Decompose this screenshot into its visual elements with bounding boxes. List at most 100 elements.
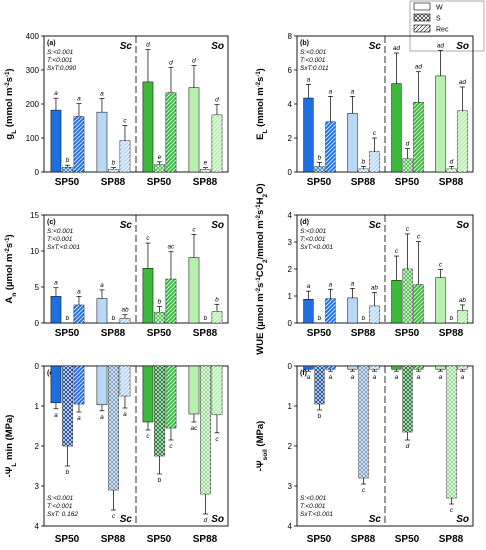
bar-rec-sp88-sc-pattern [369,305,380,323]
significance-letter: ad [459,79,467,86]
category-label: SP88 [439,177,464,188]
y-tick-label: 200 [26,100,40,109]
significance-letter: b [66,315,70,322]
significance-letter: d [169,59,173,66]
category-label: SP88 [193,534,218,545]
bar-s-sp88-sc-pattern [358,168,369,172]
bar-w-sp50-so [391,280,402,324]
significance-letter: c [215,436,219,443]
significance-letter: a [307,283,311,290]
significance-letter: c [439,262,443,269]
stats-text: S:<0.001 [47,49,74,56]
region-label-sc: Sc [369,514,382,525]
legend-swatch-pattern [414,14,430,21]
stats-text: SxT:<0.001 [300,511,333,518]
legend-swatch-pattern [414,25,430,32]
bar-w-sp88-sc [347,113,358,173]
significance-letter: b [450,315,454,322]
bar-w-sp88-so [435,75,446,173]
stats-text: SxT:0.011 [300,65,329,72]
bar-w-sp50-sc [50,296,62,324]
category-label: SP50 [147,177,172,188]
significance-letter: a [123,411,127,418]
significance-letter: a [351,280,355,287]
significance-letter: c [417,233,421,240]
bar-s-sp50-sc-pattern [314,366,325,404]
y-tick-label: 300 [26,66,40,75]
bar-s-sp88-so-pattern [446,366,457,498]
significance-letter: a [417,374,421,381]
stats-text: SxT:0.090 [47,65,77,72]
bar-w-sp88-so [435,277,446,324]
significance-letter: ad [437,42,445,49]
significance-letter: ab [371,284,379,291]
y-axis-label: -Ψsoil (MPa) [255,421,269,472]
legend-label-w: W [436,5,443,12]
significance-letter: e [204,160,208,167]
panels: 0100200300400(a)S:<0.001T:<0.001SxT:0.09… [4,32,474,545]
bar-rec-sp50-so-pattern [413,102,424,172]
y-tick-label: 1 [288,292,293,301]
y-tick-label: 4 [288,211,293,220]
bar-rec-sp88-so-pattern [457,310,468,323]
significance-letter: e [158,154,162,161]
stats-text: SxT:<0.001 [47,244,80,251]
significance-letter: a [77,96,81,103]
bar-s-sp50-sc-pattern [62,167,73,172]
significance-letter: b [318,413,322,420]
significance-letter: a [77,415,81,422]
significance-letter: d [450,158,454,165]
bar-s-sp88-so-pattern [200,366,211,494]
significance-letter: b [362,158,366,165]
category-label: SP50 [147,328,172,339]
category-label: SP88 [101,177,126,188]
significance-letter: b [215,296,219,303]
stats-text: S:<0.001 [47,228,74,235]
y-tick-label: 0 [35,319,40,328]
bar-rec-sp50-sc-pattern [325,121,336,172]
significance-letter: d [204,517,208,524]
bar-w-sp88-so [188,365,200,415]
bar-s-sp88-sc-pattern [108,169,119,172]
significance-letter: c [112,513,116,520]
significance-letter: a [54,280,58,287]
stats-text: SxT:<0.001 [300,244,333,251]
significance-letter: c [450,507,454,514]
bar-s-sp50-so-pattern [154,164,165,172]
bar-rec-sp50-so-pattern [165,92,177,172]
bar-rec-sp88-so-pattern [211,366,223,415]
significance-letter: a [307,374,311,381]
significance-letter: d [192,58,196,65]
legend-label-rec: Rec [436,27,449,34]
panel-label: (a) [47,40,56,47]
y-tick-label: 3 [288,238,293,247]
y-tick-label: 4 [35,522,40,531]
y-tick-label: 1 [35,402,40,411]
y-tick-label: 15 [30,211,39,220]
bar-w-sp88-so [188,257,200,324]
category-label: SP50 [55,177,80,188]
category-label: SP88 [193,328,218,339]
significance-letter: b [362,315,366,322]
bar-s-sp88-sc-pattern [108,366,119,490]
significance-letter: b [318,154,322,161]
significance-letter: d [406,443,410,450]
bar-rec-sp88-sc-pattern [119,140,131,172]
significance-letter: a [351,88,355,95]
significance-letter: c [169,443,173,450]
bar-rec-sp88-sc-pattern [119,366,131,396]
significance-letter: ac [168,244,176,251]
significance-letter: a [100,91,104,98]
y-tick-label: 400 [26,32,40,41]
bar-s-sp88-so-pattern [200,169,211,172]
bar-s-sp50-sc-pattern [62,366,73,446]
significance-letter: a [373,374,377,381]
bar-s-sp88-so-pattern [446,168,457,172]
significance-letter: a [351,374,355,381]
significance-letter: ad [393,45,401,52]
stats-text: S:<0.001 [300,228,327,235]
bar-rec-sp88-so-pattern [457,366,468,370]
bar-rec-sp50-so-pattern [413,366,424,370]
